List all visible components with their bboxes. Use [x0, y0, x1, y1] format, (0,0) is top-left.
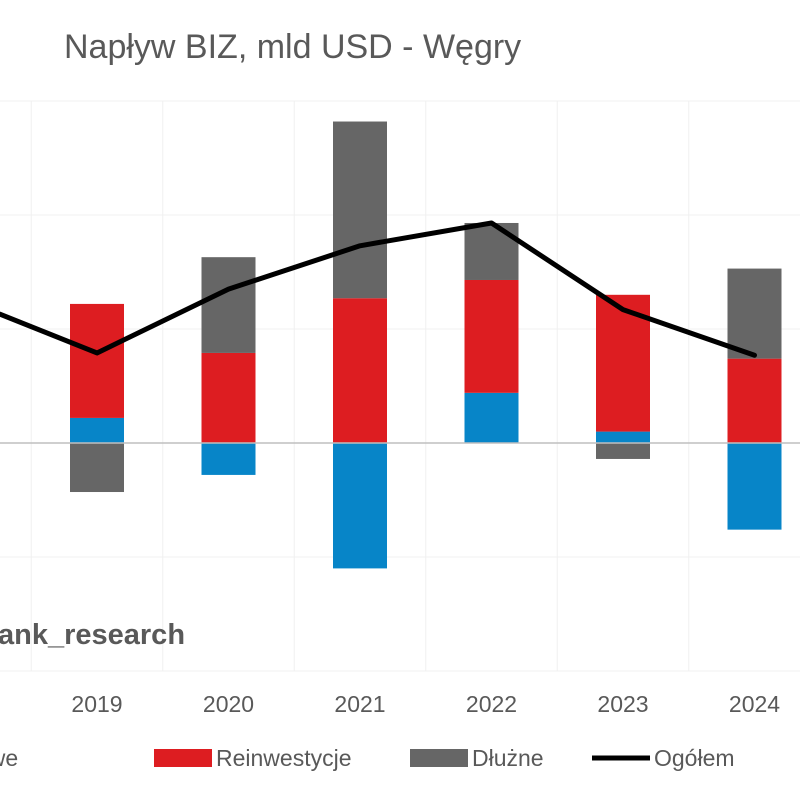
bar-reinwestycje-2020 [201, 352, 256, 443]
legend-label: Dłużne [472, 745, 544, 771]
bar-reinwestycje-2022 [464, 279, 519, 393]
x-tick-label: 2022 [466, 691, 517, 717]
grid [0, 100, 800, 672]
legend-label: Ogółem [654, 745, 735, 771]
line-ogolem [0, 220, 757, 358]
bar-udziałowe-2019 [70, 417, 124, 443]
bar-dłużne-2023 [596, 443, 650, 459]
bar-dłużne-2019 [70, 443, 124, 493]
bar-dłużne-2021 [333, 121, 387, 299]
bars [70, 121, 782, 569]
bar-udziałowe-2020 [201, 443, 256, 475]
bar-dłużne-2022 [464, 222, 519, 280]
bar-reinwestycje-2024 [727, 358, 782, 443]
legend: Udziałowe Reinwestycje Dłużne Ogółem [0, 745, 735, 771]
x-tick-label: 2021 [334, 691, 385, 717]
bar-udziałowe-2021 [333, 443, 387, 569]
watermark: ank_research [0, 619, 185, 651]
bar-udziałowe-2022 [464, 392, 519, 443]
legend-label: Reinwestycje [216, 745, 352, 771]
legend-label: Udziałowe [0, 745, 18, 771]
chart-title: Napływ BIZ, mld USD - Węgry [64, 28, 521, 66]
x-tick-label: 2019 [71, 691, 122, 717]
bar-reinwestycje-2021 [333, 298, 387, 443]
legend-swatch [410, 749, 468, 767]
x-tick-label: 2023 [597, 691, 648, 717]
bar-dłużne-2020 [201, 257, 256, 353]
bar-udziałowe-2024 [727, 443, 782, 530]
x-tick-label: 2020 [203, 691, 254, 717]
x-axis-ticks: 2019 2020 2021 2022 2023 2024 [71, 691, 780, 717]
bar-dłużne-2024 [727, 268, 782, 359]
bar-reinwestycje-2019 [70, 303, 124, 418]
bar-udziałowe-2023 [596, 431, 650, 443]
total-line [0, 220, 757, 358]
x-tick-label: 2024 [729, 691, 780, 717]
legend-swatch [154, 749, 212, 767]
